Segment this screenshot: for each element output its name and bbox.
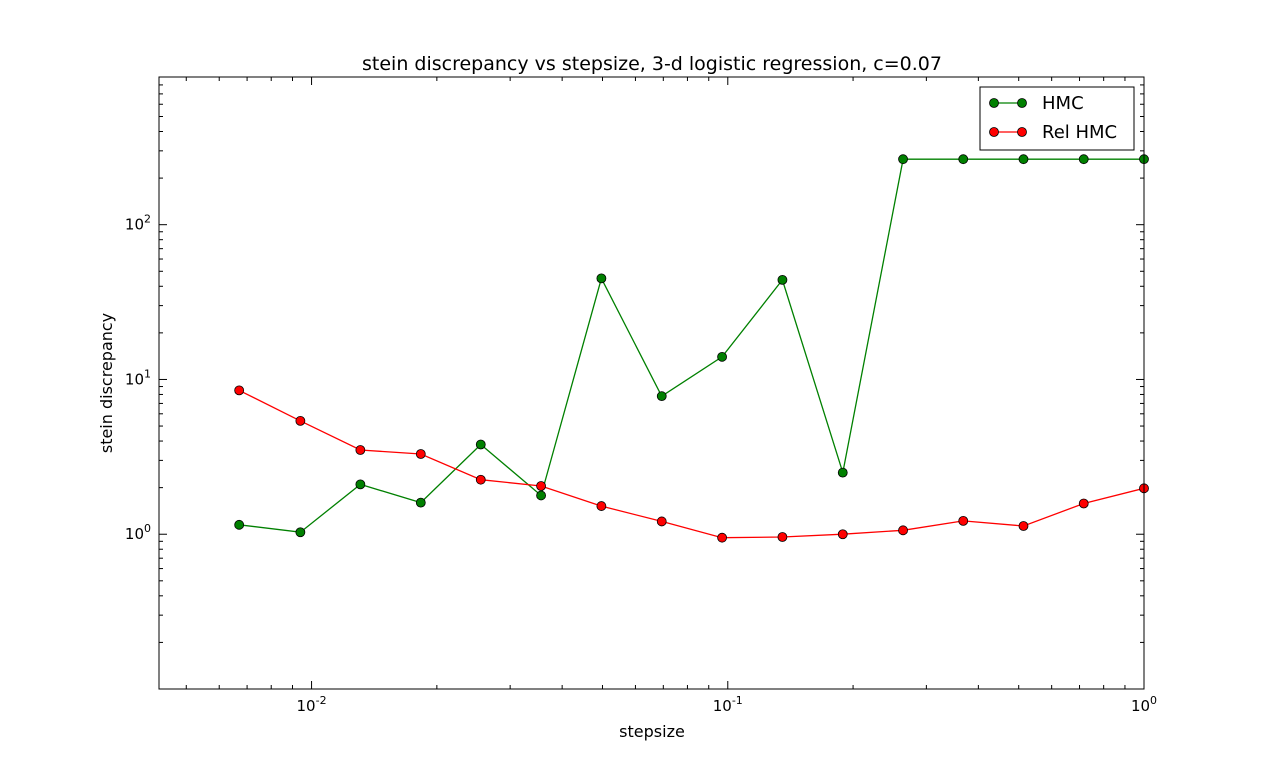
data-point-rel-hmc xyxy=(656,516,667,527)
data-point-hmc xyxy=(415,497,426,508)
data-point-hmc xyxy=(898,154,908,165)
data-point-hmc xyxy=(1018,154,1029,165)
x-tick-label: 10-1 xyxy=(713,694,743,715)
data-point-rel-hmc xyxy=(596,501,607,511)
data-point-hmc xyxy=(837,467,848,478)
legend-marker-hmc xyxy=(1017,98,1027,108)
legend-item-hmc: HMC xyxy=(989,93,1084,114)
plot-frame xyxy=(158,76,1145,690)
data-point-rel-hmc xyxy=(234,385,245,396)
y-tick-label: 100 xyxy=(125,522,151,543)
y-tick-label: 102 xyxy=(125,213,151,234)
legend-label-rel-hmc: Rel HMC xyxy=(1042,122,1117,143)
data-point-rel-hmc xyxy=(717,532,727,543)
legend-label-hmc: HMC xyxy=(1042,93,1084,114)
x-axis-label: stepsize xyxy=(619,722,685,741)
data-point-rel-hmc xyxy=(475,474,486,485)
x-tick-label: 10-2 xyxy=(297,694,327,715)
series-line-rel-hmc xyxy=(238,389,1145,539)
data-point-hmc xyxy=(536,490,546,501)
legend-frame xyxy=(979,86,1135,151)
data-point-hmc xyxy=(656,391,667,402)
data-point-hmc xyxy=(475,439,486,450)
data-point-rel-hmc xyxy=(355,445,366,455)
legend: HMC Rel HMC xyxy=(979,86,1135,151)
data-point-rel-hmc xyxy=(415,449,426,459)
ticks-layer: 10-2 10-1 100 100 101 102 xyxy=(125,77,1157,715)
legend-marker-rel-hmc xyxy=(989,127,999,137)
legend-marker-rel-hmc xyxy=(1017,127,1027,137)
legend-item-rel-hmc: Rel HMC xyxy=(989,122,1117,143)
data-point-rel-hmc xyxy=(837,529,848,540)
series-rel-hmc xyxy=(234,385,1149,543)
data-point-rel-hmc xyxy=(1078,498,1089,509)
data-point-rel-hmc xyxy=(898,525,908,536)
x-tick-label: 100 xyxy=(1131,694,1157,715)
series-line-hmc xyxy=(239,158,1144,533)
data-point-hmc xyxy=(596,273,607,284)
plot-area xyxy=(159,77,1144,689)
data-point-rel-hmc xyxy=(295,415,306,426)
data-point-hmc xyxy=(958,154,969,165)
data-point-hmc xyxy=(355,479,366,490)
data-point-hmc xyxy=(295,527,306,538)
series-hmc xyxy=(234,154,1149,538)
data-point-hmc xyxy=(234,519,245,530)
data-point-rel-hmc xyxy=(1018,521,1029,531)
chart-title: stein discrepancy vs stepsize, 3-d logis… xyxy=(362,53,942,75)
data-point-rel-hmc xyxy=(536,481,546,491)
series-layer xyxy=(234,154,1149,543)
legend-items: HMC Rel HMC xyxy=(989,93,1117,143)
y-axis-label: stein discrepancy xyxy=(97,313,116,453)
legend-marker-hmc xyxy=(989,98,999,108)
data-point-rel-hmc xyxy=(777,532,788,542)
data-point-rel-hmc xyxy=(958,515,969,526)
data-point-hmc xyxy=(777,274,788,285)
y-tick-label: 101 xyxy=(125,367,151,388)
data-point-hmc xyxy=(1078,154,1089,165)
data-point-hmc xyxy=(717,351,727,362)
